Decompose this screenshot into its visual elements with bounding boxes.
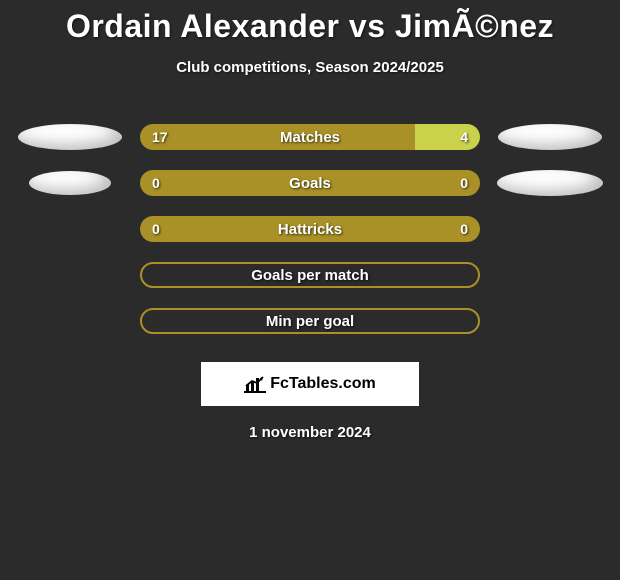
stat-bar: 174Matches — [140, 124, 480, 150]
stat-row: 00Goals — [0, 160, 620, 206]
chart-icon — [244, 375, 266, 393]
stat-row: 00Hattricks — [0, 206, 620, 252]
stat-label: Hattricks — [140, 216, 480, 242]
comparison-infographic: Ordain Alexander vs JimÃ©nez Club compet… — [0, 0, 620, 441]
source-logo: FcTables.com — [244, 375, 376, 393]
player1-flag-icon — [29, 171, 111, 195]
page-subtitle: Club competitions, Season 2024/2025 — [0, 59, 620, 76]
stat-bar: Goals per match — [140, 262, 480, 288]
player2-flag-slot — [490, 124, 610, 150]
player2-flag-slot — [490, 170, 610, 196]
player2-flag-icon — [498, 124, 602, 150]
stat-bar: 00Goals — [140, 170, 480, 196]
stat-row: 174Matches — [0, 114, 620, 160]
stat-row: Min per goal — [0, 298, 620, 344]
stat-label: Goals — [140, 170, 480, 196]
player2-flag-icon — [497, 170, 603, 196]
stat-row: Goals per match — [0, 252, 620, 298]
stat-label: Goals per match — [142, 264, 478, 286]
stat-bar: Min per goal — [140, 308, 480, 334]
player1-flag-slot — [10, 171, 130, 195]
source-logo-text: FcTables.com — [270, 375, 376, 393]
source-logo-box: FcTables.com — [201, 362, 419, 406]
player1-flag-slot — [10, 124, 130, 150]
snapshot-date: 1 november 2024 — [0, 424, 620, 441]
stat-label: Min per goal — [142, 310, 478, 332]
stat-bar: 00Hattricks — [140, 216, 480, 242]
stat-label: Matches — [140, 124, 480, 150]
stat-rows: 174Matches 00Goals 00Hattricks Goals per ma… — [0, 114, 620, 344]
player1-flag-icon — [18, 124, 122, 150]
page-title: Ordain Alexander vs JimÃ©nez — [0, 8, 620, 45]
